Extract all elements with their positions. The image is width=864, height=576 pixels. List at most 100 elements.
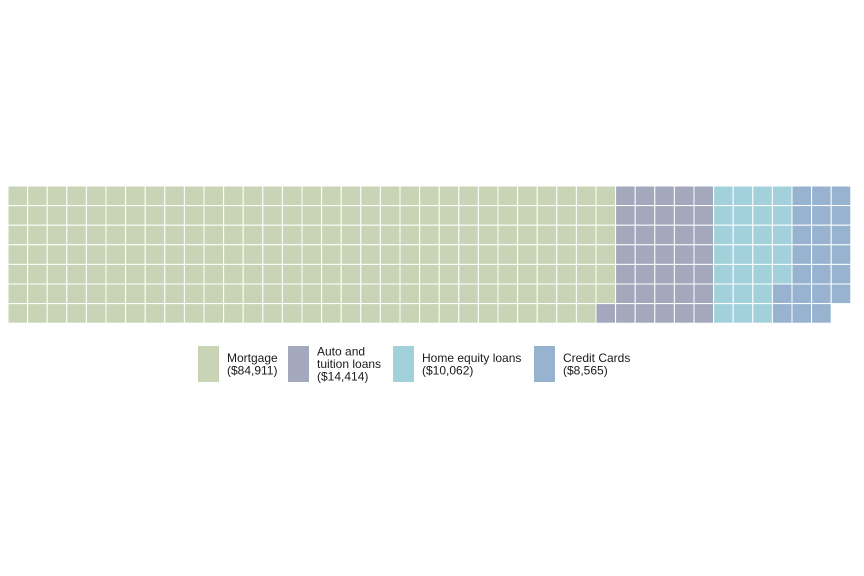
waffle-cell-2 [713, 283, 734, 305]
waffle-cell-0 [477, 283, 499, 305]
waffle-cell-0 [517, 185, 538, 207]
waffle-cell-0 [556, 224, 577, 246]
waffle-cell-0 [183, 205, 205, 226]
legend-label-line: Home equity loans [422, 351, 521, 365]
waffle-cell-0 [419, 185, 440, 207]
waffle-cell-0 [7, 205, 29, 226]
waffle-cell-1 [654, 303, 675, 324]
waffle-cell-2 [752, 224, 773, 246]
waffle-cell-3 [830, 224, 852, 246]
waffle-cell-1 [654, 224, 675, 246]
waffle-cell-0 [144, 283, 166, 305]
waffle-cell-0 [360, 263, 381, 285]
waffle-cell-3 [811, 283, 832, 305]
waffle-cell-0 [125, 283, 146, 305]
waffle-cell-0 [497, 224, 519, 246]
waffle-cell-1 [693, 283, 715, 305]
waffle-cell-0 [419, 303, 440, 324]
waffle-cell-2 [752, 303, 773, 324]
waffle-cell-0 [262, 185, 283, 207]
waffle-cell-0 [477, 205, 499, 226]
waffle-cell-1 [654, 244, 675, 265]
waffle-cell-0 [183, 263, 205, 285]
waffle-cell-3 [791, 303, 813, 324]
waffle-cell-0 [105, 185, 127, 207]
waffle-cell-0 [556, 205, 577, 226]
waffle-cell-3 [791, 205, 813, 226]
waffle-cell-0 [27, 283, 48, 305]
waffle-cell-0 [164, 185, 185, 207]
waffle-cell-0 [340, 185, 362, 207]
waffle-cell-2 [752, 185, 773, 207]
waffle-cell-0 [281, 224, 303, 246]
waffle-cell-0 [262, 205, 283, 226]
waffle-cell-1 [673, 224, 695, 246]
waffle-cell-3 [791, 224, 813, 246]
legend-item-0: Mortgage ($84,911) [198, 346, 278, 382]
legend-label-line: tuition loans [317, 357, 381, 371]
waffle-cell-0 [85, 224, 107, 246]
waffle-cell-2 [771, 185, 793, 207]
waffle-cell-0 [458, 244, 479, 265]
waffle-cell-0 [399, 283, 421, 305]
waffle-cell-0 [85, 244, 107, 265]
waffle-cell-0 [438, 244, 460, 265]
waffle-cell-0 [46, 205, 68, 226]
waffle-cell-0 [575, 283, 597, 305]
waffle-cell-1 [634, 224, 656, 246]
waffle-cell-0 [321, 283, 342, 305]
waffle-cell-0 [164, 263, 185, 285]
waffle-cell-1 [673, 303, 695, 324]
waffle-cell-0 [379, 263, 401, 285]
waffle-cell-0 [536, 205, 558, 226]
waffle-cell-3 [771, 303, 793, 324]
waffle-cell-1 [693, 263, 715, 285]
waffle-cell-2 [732, 263, 754, 285]
waffle-cell-0 [27, 205, 48, 226]
waffle-cell-0 [419, 205, 440, 226]
waffle-cell-0 [458, 283, 479, 305]
waffle-cell-1 [634, 205, 656, 226]
waffle-cell-0 [66, 244, 87, 265]
waffle-cell-1 [615, 303, 636, 324]
waffle-cell-2 [771, 205, 793, 226]
waffle-cell-0 [183, 283, 205, 305]
waffle-cell-0 [517, 303, 538, 324]
waffle-cell-0 [203, 224, 225, 246]
waffle-cell-0 [399, 303, 421, 324]
waffle-cell-0 [399, 185, 421, 207]
waffle-cell-0 [595, 283, 617, 305]
waffle-cell-0 [321, 224, 342, 246]
waffle-cell-0 [360, 205, 381, 226]
waffle-cell-2 [713, 244, 734, 265]
waffle-cell-0 [125, 244, 146, 265]
waffle-cell-0 [301, 283, 323, 305]
waffle-cell-0 [66, 263, 87, 285]
waffle-cell-3 [811, 263, 832, 285]
legend-swatch-3 [534, 346, 555, 382]
waffle-cell-0 [399, 224, 421, 246]
waffle-cell-2 [752, 263, 773, 285]
waffle-cell-3 [811, 303, 832, 324]
waffle-cell-0 [399, 263, 421, 285]
legend: Mortgage ($84,911)Auto and tuition loans ($… [198, 345, 630, 384]
waffle-cell-0 [517, 244, 538, 265]
waffle-cell-0 [46, 283, 68, 305]
waffle-cell-0 [7, 185, 29, 207]
waffle-cell-0 [66, 303, 87, 324]
waffle-cell-1 [693, 205, 715, 226]
waffle-cell-0 [301, 185, 323, 207]
waffle-cell-0 [379, 244, 401, 265]
waffle-cell-0 [458, 205, 479, 226]
waffle-cell-2 [771, 263, 793, 285]
waffle-cell-0 [595, 224, 617, 246]
waffle-cell-0 [66, 185, 87, 207]
waffle-cell-0 [85, 263, 107, 285]
waffle-cell-1 [634, 283, 656, 305]
waffle-cell-0 [27, 303, 48, 324]
waffle-cell-0 [536, 283, 558, 305]
waffle-cell-3 [830, 263, 852, 285]
waffle-cell-2 [713, 263, 734, 285]
waffle-grid [7, 185, 852, 324]
waffle-cell-0 [281, 283, 303, 305]
